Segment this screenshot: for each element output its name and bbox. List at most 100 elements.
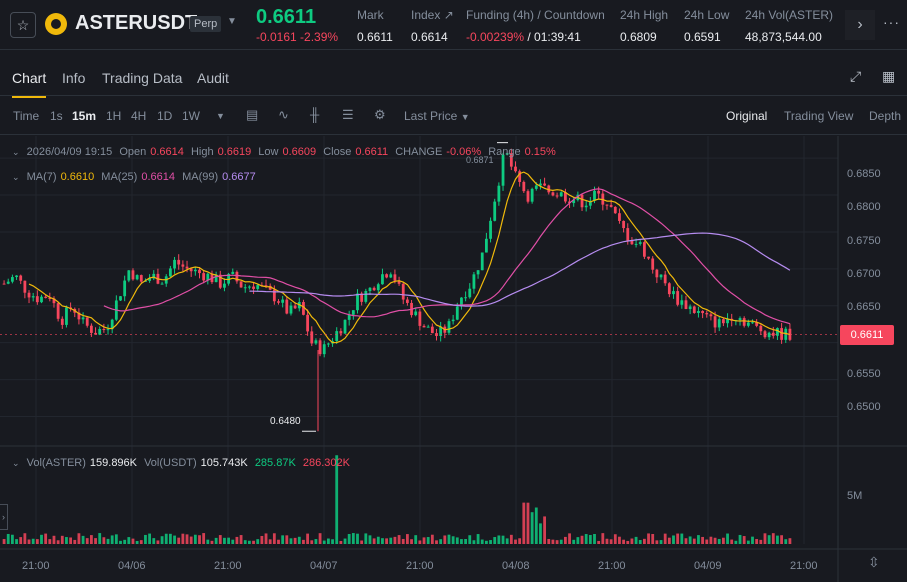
volume-bar: [767, 535, 771, 544]
layout-grid-icon[interactable]: ▦: [882, 68, 896, 84]
panel-expand-handle[interactable]: ›: [0, 504, 8, 530]
y-tick-label: 0.6700: [847, 268, 881, 280]
tab-audit[interactable]: Audit: [197, 70, 229, 86]
candle-body: [539, 183, 542, 186]
candle-body: [94, 332, 97, 335]
volume-bar: [609, 539, 613, 544]
candle-body: [389, 274, 393, 278]
ma7-value: 0.6610: [60, 171, 95, 183]
volume-bar: [568, 533, 571, 544]
candle-body: [181, 264, 185, 267]
indicator-icon[interactable]: ∿: [278, 107, 289, 122]
volume-bar: [788, 538, 792, 544]
interval-1h[interactable]: 1H: [106, 109, 122, 123]
volume-bar: [144, 534, 147, 544]
gear-icon[interactable]: ⚙: [374, 107, 386, 122]
candle-body: [447, 321, 451, 333]
stat-value: -0.00239% / 01:39:41: [466, 30, 605, 44]
stat-label[interactable]: Index ↗: [411, 8, 454, 22]
view-original[interactable]: Original: [726, 109, 768, 123]
candle-body: [455, 306, 459, 320]
candle-body: [131, 270, 135, 280]
volume-bar: [56, 540, 60, 544]
x-tick-label: 21:00: [22, 560, 50, 572]
view-depth[interactable]: Depth: [869, 109, 902, 123]
candle-body: [102, 328, 106, 330]
candle-body: [759, 325, 763, 332]
volume-bar: [202, 533, 206, 544]
candle-body: [697, 311, 700, 313]
interval-dropdown-icon[interactable]: ▼: [216, 111, 225, 121]
ma7-label: MA(7): [26, 171, 57, 183]
volume-bar: [189, 536, 193, 544]
candle-body: [776, 328, 779, 336]
candlestick-chart-svg[interactable]: [0, 136, 907, 582]
collapse-chevron-icon[interactable]: ⌄: [12, 172, 20, 182]
tab-info[interactable]: Info: [62, 70, 86, 86]
expand-icon[interactable]: ⤢: [850, 68, 862, 84]
ma25-label: MA(25): [101, 171, 138, 183]
interval-1d[interactable]: 1D: [157, 109, 173, 123]
volume-bar: [322, 540, 326, 544]
ma25-value: 0.6614: [141, 171, 175, 183]
volume-bar: [102, 537, 106, 544]
reset-zoom-icon[interactable]: ⇳: [868, 554, 880, 570]
volume-bar: [318, 533, 322, 544]
candle-body: [430, 326, 434, 334]
volume-bar: [302, 539, 305, 544]
view-trading-view[interactable]: Trading View: [784, 109, 854, 123]
volume-bar: [593, 534, 596, 544]
candle-body: [135, 275, 139, 280]
volume-bar: [734, 540, 738, 544]
candle-body: [40, 296, 43, 303]
scroll-right-chevron-icon[interactable]: ›: [845, 10, 875, 40]
stat-value: 0.6614: [411, 30, 448, 44]
candle-body: [468, 288, 472, 298]
candle-body: [630, 240, 634, 245]
candle-body: [360, 293, 364, 302]
candle-type-icon[interactable]: ╫: [310, 107, 320, 122]
volume-bar: [597, 540, 601, 544]
y-tick-label: 0.6650: [847, 301, 881, 313]
interval-1s[interactable]: 1s: [50, 109, 63, 123]
settings-list-icon[interactable]: ☰: [342, 107, 354, 122]
close-value: 0.6611: [355, 146, 389, 158]
candle-body: [268, 285, 272, 290]
price-chart[interactable]: ⌄ 2026/04/09 19:15 Open 0.6614 High 0.6619…: [0, 136, 907, 582]
funding-rate: -0.00239%: [466, 30, 525, 44]
tab-trading-data[interactable]: Trading Data: [102, 70, 183, 86]
candle-body: [484, 238, 488, 253]
interval-15m[interactable]: 15m: [72, 109, 97, 123]
volume-bar: [2, 539, 6, 544]
candle-body: [597, 190, 601, 194]
candle-body: [223, 283, 226, 288]
interval-4h[interactable]: 4H: [131, 109, 147, 123]
calendar-icon[interactable]: ▤: [246, 107, 259, 122]
candle-body: [422, 325, 426, 328]
volume-bar: [268, 539, 272, 544]
tab-chart[interactable]: Chart: [4, 70, 54, 98]
candle-body: [339, 331, 343, 334]
candle-body: [264, 285, 268, 287]
symbol-dropdown-caret-icon[interactable]: ▼: [227, 16, 237, 27]
volume-bar: [127, 537, 131, 544]
candle-body: [497, 185, 501, 202]
candle-body: [526, 191, 530, 202]
volume-bar: [776, 535, 779, 544]
collapse-chevron-icon[interactable]: ⌄: [12, 458, 20, 468]
volume-bar: [397, 535, 401, 544]
volume-bar: [372, 538, 376, 544]
price-type-select[interactable]: Last Price ▼: [404, 109, 470, 123]
more-options-icon[interactable]: ···: [883, 14, 900, 30]
favorite-star-icon[interactable]: ☆: [10, 12, 36, 38]
interval-1w[interactable]: 1W: [182, 109, 200, 123]
candle-body: [31, 296, 35, 298]
volume-bar: [152, 538, 156, 544]
candle-body: [634, 243, 638, 245]
candle-body: [489, 220, 492, 239]
candle-body: [767, 332, 771, 338]
candle-body: [439, 326, 443, 336]
collapse-chevron-icon[interactable]: ⌄: [12, 147, 20, 157]
symbol-name[interactable]: ASTERUSDT: [75, 12, 198, 34]
volume-bar: [168, 533, 172, 544]
